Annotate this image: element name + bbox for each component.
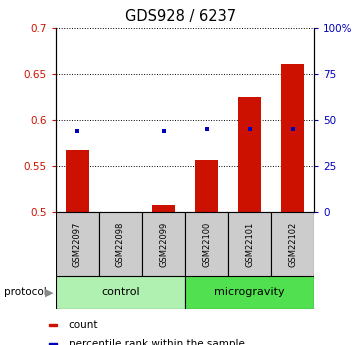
- Text: GSM22101: GSM22101: [245, 221, 254, 267]
- Bar: [281, 63, 304, 212]
- Bar: [152, 205, 175, 212]
- Bar: [56, 276, 185, 309]
- Bar: [66, 150, 89, 212]
- Bar: [56, 212, 99, 276]
- Text: control: control: [101, 287, 140, 297]
- Text: protocol: protocol: [4, 287, 46, 297]
- Bar: [228, 212, 271, 276]
- Text: GSM22102: GSM22102: [288, 221, 297, 267]
- Bar: [142, 212, 185, 276]
- Text: GSM22100: GSM22100: [202, 221, 211, 267]
- Bar: [49, 324, 57, 326]
- Bar: [99, 212, 142, 276]
- Bar: [49, 343, 57, 345]
- Text: ▶: ▶: [44, 287, 53, 297]
- Bar: [195, 160, 218, 212]
- Bar: [271, 212, 314, 276]
- Text: microgravity: microgravity: [214, 287, 285, 297]
- Bar: [185, 212, 228, 276]
- Text: count: count: [69, 320, 98, 330]
- Text: GDS928 / 6237: GDS928 / 6237: [125, 9, 236, 23]
- Bar: [238, 97, 261, 212]
- Bar: [185, 276, 314, 309]
- Text: GSM22097: GSM22097: [73, 221, 82, 267]
- Text: GSM22098: GSM22098: [116, 221, 125, 267]
- Text: percentile rank within the sample: percentile rank within the sample: [69, 339, 244, 345]
- Text: GSM22099: GSM22099: [159, 221, 168, 267]
